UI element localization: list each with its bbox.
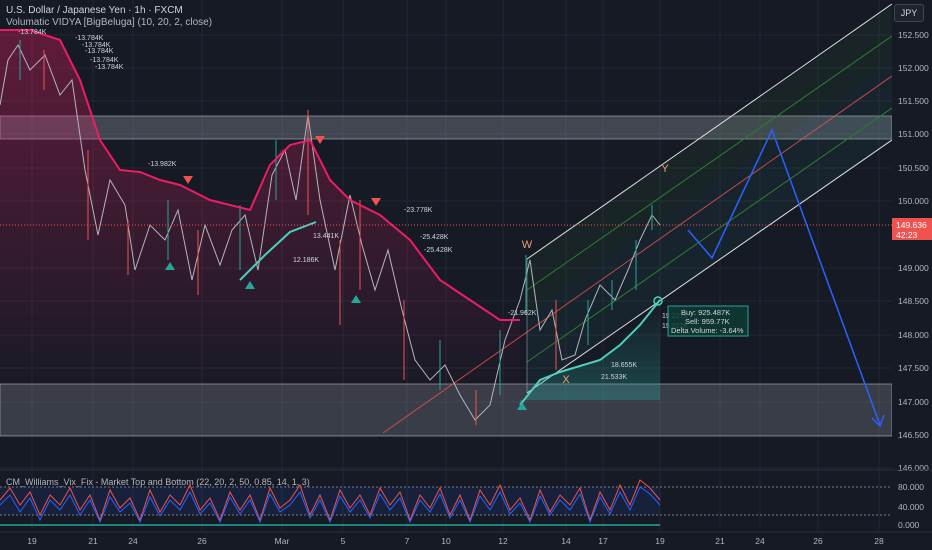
delta-percent: Delta Volume: -3.64% [671,326,744,335]
vidya-bull-fill [520,300,660,405]
vix-series-2 [0,486,661,524]
vidya-bear-fill [0,30,520,400]
time-tick: 19 [27,536,37,546]
volume-label: -13.784K [82,42,111,49]
price-axis[interactable]: 152.500 152.000 151.500 151.000 150.500 … [892,0,932,532]
vidya-bear-line [0,29,520,321]
time-tick: 28 [874,536,884,546]
time-tick: 5 [341,536,346,546]
delta-sell: Sell: 959.77K [685,317,730,326]
volume-label: 12.186K [293,257,319,264]
vix-fix-pane[interactable]: 80.000 40.000 0.000 [0,469,932,530]
volume-label: -25.428K [424,247,453,254]
time-tick: 26 [813,536,823,546]
volume-label: -21.962K [508,310,537,317]
delta-buy: Buy: 925.487K [681,308,730,317]
vix-series-1 [0,479,661,522]
indicator-title[interactable]: Volumatic VIDYA [BigBeluga] (10, 20, 2, … [6,17,213,28]
price-tick: 149.000 [898,263,929,273]
price-tick: 148.000 [898,330,929,340]
time-tick: 21 [715,536,725,546]
volume-label: -13.784K [18,29,47,36]
volume-label: -13.784K [85,48,114,55]
volume-label: -13.982K [148,161,177,168]
volume-label: 13.441K [313,233,339,240]
volume-label: -25.428K [420,234,449,241]
currency-button[interactable]: JPY [894,4,924,22]
volume-label: -23.778K [404,207,433,214]
last-price-badge [892,218,932,240]
price-tick: 152.000 [898,63,929,73]
candles [19,40,653,425]
vidya-bull-line-2 [519,299,661,406]
volume-label: -13.784K [95,64,124,71]
price-tick: 146.000 [898,463,929,473]
volume-label: -13.784K [90,57,119,64]
time-tick: 12 [498,536,508,546]
vidya-bull-line [239,221,317,281]
vix-axis-label: 40.000 [898,502,924,512]
time-tick: 21 [88,536,98,546]
wave-label-x: X [562,374,570,386]
price-tick: 150.500 [898,163,929,173]
time-axis[interactable]: 19 21 24 26 Mar 5 7 10 12 14 17 19 21 24… [0,531,932,546]
vix-indicator-title[interactable]: CM_Williams_Vix_Fix - Market Top and Bot… [6,477,310,487]
trend-markers [165,136,663,410]
last-price-value: 149.636 [896,220,927,230]
delta-volume-box: Buy: 925.487K Sell: 959.77K Delta Volume… [667,305,749,337]
price-tick: 151.500 [898,96,929,106]
projection-path [687,128,881,426]
time-tick: 24 [755,536,765,546]
time-tick: 7 [405,536,410,546]
price-tick: 147.500 [898,363,929,373]
time-tick: 26 [197,536,207,546]
time-tick: 17 [598,536,608,546]
time-tick: 10 [441,536,451,546]
volume-label: -13.784K [75,35,104,42]
wave-label-w: W [522,239,533,251]
price-tick: 148.500 [898,296,929,306]
projection-arrowhead [871,414,885,428]
price-tick: 152.500 [898,30,929,40]
wave-label-y: Y [661,163,669,175]
symbol-title[interactable]: U.S. Dollar / Japanese Yen · 1h · FXCM [6,5,183,16]
price-series [0,43,661,421]
volume-label: 18.655K [611,362,637,369]
countdown-timer: 42:23 [896,230,918,240]
vix-axis-label: 0.000 [898,520,920,530]
vix-axis-label: 80.000 [898,482,924,492]
price-tick: 147.000 [898,397,929,407]
time-tick: 14 [561,536,571,546]
time-tick: 24 [128,536,138,546]
time-tick: 19 [655,536,665,546]
volume-label: 21.533K [601,374,627,381]
price-tick: 146.500 [898,430,929,440]
price-tick: 150.000 [898,196,929,206]
price-tick: 151.000 [898,129,929,139]
time-tick: Mar [275,536,290,546]
